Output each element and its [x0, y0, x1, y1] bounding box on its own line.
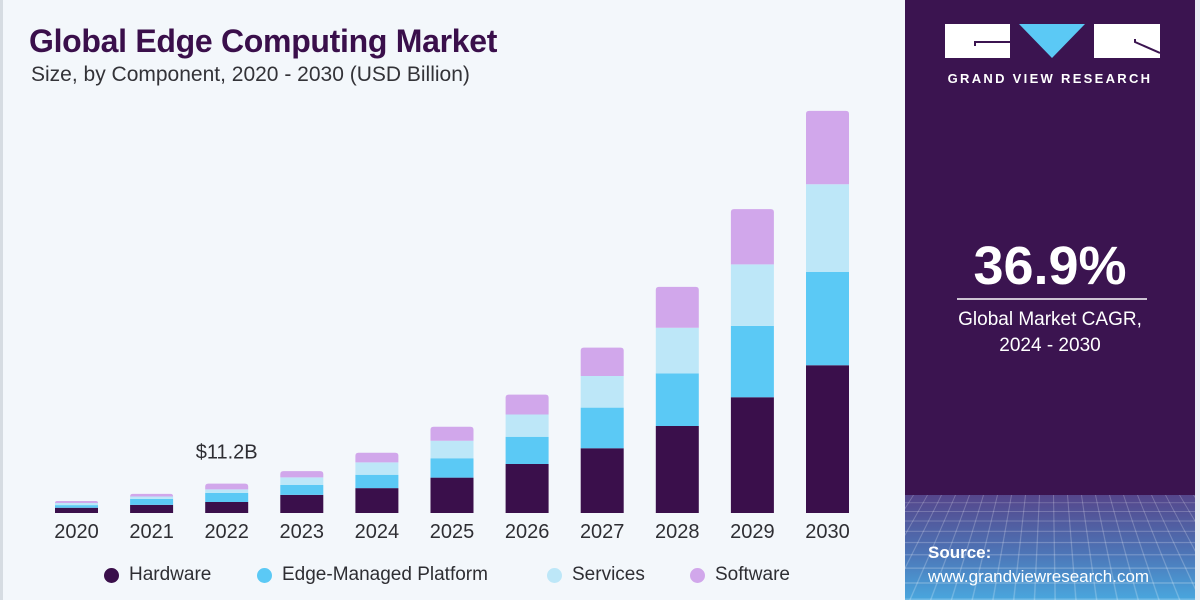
bar-segment-services-2028	[655, 327, 699, 374]
bar-segment-edge-managed-platform-2023	[280, 484, 324, 495]
bar-segment-edge-managed-platform-2028	[655, 373, 699, 427]
bar-2026	[505, 394, 549, 513]
bar-segment-hardware-2021	[130, 504, 174, 513]
x-tick-label-2027: 2027	[580, 521, 625, 543]
bar-segment-edge-managed-platform-2030	[806, 271, 849, 366]
cagr-label: Global Market CAGR,	[958, 309, 1142, 330]
bar-segment-hardware-2029	[730, 397, 774, 513]
bar-segment-services-2024	[355, 462, 399, 475]
logo-g-stroke	[974, 41, 1010, 46]
legend-item-hardware: Hardware	[104, 563, 211, 587]
bar-segment-edge-managed-platform-2022	[205, 492, 249, 502]
legend-label-edge-managed-platform: Edge-Managed Platform	[282, 564, 488, 585]
bar-segment-hardware-2026	[505, 464, 549, 513]
chart-legend: Hardware Edge-Managed Platform Services …	[0, 563, 905, 587]
bar-2024	[355, 452, 399, 513]
x-tick-label-2020: 2020	[54, 521, 99, 543]
logo-block-r	[1094, 24, 1160, 58]
bar-segment-services-2025	[430, 440, 474, 459]
bar-2022	[205, 483, 249, 513]
bar-2030	[806, 110, 849, 513]
bar-segment-edge-managed-platform-2024	[355, 474, 399, 489]
bar-segment-edge-managed-platform-2025	[430, 458, 474, 478]
bar-segment-services-2030	[806, 184, 849, 272]
bar-2028	[655, 286, 699, 513]
bar-segment-services-2027	[580, 375, 624, 408]
source-label: Source:	[928, 543, 992, 562]
bar-segment-services-2022	[205, 489, 249, 493]
bar-segment-hardware-2030	[806, 365, 849, 513]
legend-item-edge-managed-platform: Edge-Managed Platform	[257, 563, 488, 587]
bar-segment-hardware-2020	[55, 507, 98, 513]
bar-segment-services-2026	[505, 414, 549, 437]
bar-segment-edge-managed-platform-2021	[130, 498, 174, 505]
bar-segment-software-2030	[806, 110, 849, 185]
legend-label-services: Services	[572, 564, 645, 585]
bar-segment-services-2021	[130, 496, 174, 499]
source-link[interactable]: www.grandviewresearch.com	[928, 567, 1150, 586]
bar-segment-services-2029	[730, 264, 774, 326]
legend-item-software: Software	[690, 563, 790, 587]
x-tick-label-2022: 2022	[204, 521, 249, 543]
x-tick-label-2029: 2029	[730, 521, 775, 543]
bar-segment-software-2023	[280, 471, 324, 478]
x-tick-label-2026: 2026	[505, 521, 550, 543]
bar-segment-software-2029	[730, 209, 774, 265]
logo-r-stroke	[1134, 39, 1160, 54]
grid-floor-graphic	[905, 495, 1195, 600]
bar-segment-software-2024	[355, 452, 399, 463]
info-panel: GRAND VIEW RESEARCH 36.9% Global Market …	[905, 0, 1195, 600]
bar-segment-edge-managed-platform-2020	[55, 505, 98, 508]
bar-segment-edge-managed-platform-2029	[730, 325, 774, 398]
bar-2021	[130, 493, 174, 513]
legend-dot-services	[547, 567, 562, 583]
chart-title: Global Edge Computing Market	[29, 23, 498, 59]
x-tick-label-2021: 2021	[129, 521, 174, 543]
frame-edge	[0, 0, 3, 600]
bar-segment-hardware-2024	[355, 488, 399, 513]
bar-segment-edge-managed-platform-2027	[580, 407, 624, 449]
cagr-value: 36.9%	[973, 236, 1127, 296]
bar-2029	[730, 209, 774, 513]
x-tick-label-2028: 2028	[655, 521, 700, 543]
bar-segment-software-2020	[55, 500, 98, 504]
x-tick-label-2024: 2024	[355, 521, 400, 543]
data-label-2022: $11.2B	[196, 442, 258, 464]
bar-segment-hardware-2022	[205, 501, 249, 513]
frame-edge-right	[1195, 0, 1200, 600]
logo-triangle-v	[1019, 24, 1085, 58]
bar-segment-hardware-2027	[580, 448, 624, 513]
legend-item-services: Services	[547, 563, 645, 587]
chart-subtitle: Size, by Component, 2020 - 2030 (USD Bil…	[31, 63, 470, 86]
bar-segment-hardware-2025	[430, 477, 474, 513]
bar-segment-services-2023	[280, 477, 324, 485]
legend-label-software: Software	[715, 564, 790, 585]
bar-2020	[55, 500, 98, 513]
cagr-period: 2024 - 2030	[999, 335, 1101, 356]
bar-segment-services-2020	[55, 503, 98, 506]
bar-segment-hardware-2023	[280, 494, 324, 513]
bar-segment-software-2022	[205, 483, 249, 490]
bar-segment-software-2025	[430, 426, 474, 441]
bar-2027	[580, 347, 624, 513]
stacked-bar-chart: 2020 2021 2022 2023 2024 2025 2026 2027 2028 2029…	[54, 110, 850, 543]
cagr-divider	[957, 298, 1147, 300]
bar-segment-software-2028	[655, 286, 699, 328]
grand-view-research-logo-icon	[945, 24, 1160, 58]
legend-dot-hardware	[104, 567, 119, 583]
bar-2025	[430, 426, 474, 513]
legend-dot-software	[690, 567, 705, 583]
bar-segment-edge-managed-platform-2026	[505, 436, 549, 465]
x-tick-label-2023: 2023	[280, 521, 325, 543]
bar-segment-software-2027	[580, 347, 624, 376]
legend-dot-edge-managed-platform	[257, 567, 272, 583]
legend-label-hardware: Hardware	[129, 564, 212, 585]
bar-segment-software-2021	[130, 493, 174, 497]
x-tick-label-2025: 2025	[430, 521, 475, 543]
bar-2023	[280, 471, 324, 513]
bar-segment-software-2026	[505, 394, 549, 415]
bar-segment-hardware-2028	[655, 426, 699, 513]
brand-name: GRAND VIEW RESEARCH	[947, 71, 1153, 86]
x-tick-label-2030: 2030	[805, 521, 850, 543]
